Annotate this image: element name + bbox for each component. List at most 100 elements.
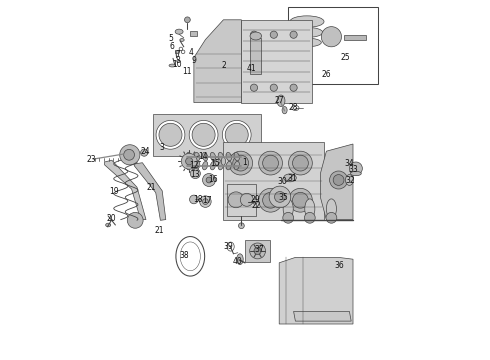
Circle shape	[240, 193, 253, 206]
Bar	[153, 114, 261, 156]
Ellipse shape	[210, 152, 216, 161]
Text: 20: 20	[106, 214, 116, 223]
Text: 30: 30	[277, 177, 287, 186]
Ellipse shape	[283, 199, 293, 219]
Ellipse shape	[293, 38, 321, 47]
Circle shape	[229, 151, 252, 175]
Ellipse shape	[202, 152, 208, 161]
Circle shape	[270, 31, 277, 38]
Circle shape	[206, 177, 212, 183]
Text: 27: 27	[274, 96, 284, 105]
Ellipse shape	[284, 174, 296, 182]
Circle shape	[159, 123, 182, 147]
Circle shape	[263, 155, 278, 171]
Bar	[223, 142, 324, 220]
Circle shape	[250, 84, 258, 91]
Ellipse shape	[277, 95, 285, 107]
Polygon shape	[104, 160, 146, 220]
Circle shape	[250, 243, 266, 259]
Text: 24: 24	[140, 148, 150, 156]
Text: 8: 8	[175, 55, 180, 65]
Circle shape	[190, 168, 200, 179]
Circle shape	[321, 27, 342, 47]
Ellipse shape	[210, 161, 216, 170]
Text: 4: 4	[189, 48, 194, 57]
Bar	[344, 35, 366, 40]
Ellipse shape	[237, 254, 243, 265]
Ellipse shape	[195, 161, 200, 170]
Text: 40: 40	[233, 256, 243, 265]
Text: 41: 41	[246, 64, 256, 73]
Text: 21: 21	[154, 226, 164, 235]
Circle shape	[239, 223, 245, 229]
Text: 23: 23	[86, 154, 96, 163]
Bar	[190, 31, 197, 36]
Circle shape	[349, 162, 363, 175]
Text: 6: 6	[170, 42, 175, 51]
Circle shape	[289, 151, 312, 175]
Circle shape	[289, 188, 312, 212]
Ellipse shape	[345, 175, 353, 185]
Bar	[250, 38, 261, 74]
Circle shape	[199, 196, 211, 207]
Circle shape	[202, 199, 208, 204]
Ellipse shape	[221, 157, 225, 165]
Text: 25: 25	[341, 53, 351, 62]
Ellipse shape	[234, 152, 240, 161]
Ellipse shape	[291, 27, 323, 37]
Ellipse shape	[180, 39, 184, 41]
Text: 11: 11	[183, 68, 192, 77]
Circle shape	[326, 212, 337, 223]
Text: 37: 37	[254, 245, 264, 253]
Ellipse shape	[226, 161, 231, 170]
Circle shape	[202, 174, 216, 186]
Text: 31: 31	[287, 174, 296, 183]
Ellipse shape	[195, 152, 200, 161]
Circle shape	[274, 192, 285, 202]
Text: 22: 22	[251, 201, 261, 210]
Text: 17: 17	[202, 197, 212, 205]
Text: 7: 7	[175, 50, 180, 59]
Ellipse shape	[250, 32, 262, 40]
Bar	[175, 50, 178, 53]
Ellipse shape	[326, 199, 337, 219]
Circle shape	[189, 120, 218, 149]
Text: 1: 1	[243, 158, 247, 167]
Text: 35: 35	[278, 193, 288, 202]
Text: 2: 2	[221, 61, 226, 70]
Circle shape	[290, 31, 297, 38]
Text: 18: 18	[194, 195, 203, 204]
Text: 21: 21	[147, 184, 156, 192]
Text: 9: 9	[192, 56, 196, 65]
Circle shape	[192, 123, 215, 147]
Circle shape	[127, 212, 143, 228]
Text: 15: 15	[211, 159, 220, 168]
Polygon shape	[279, 257, 353, 324]
Text: 39: 39	[223, 242, 233, 251]
Circle shape	[304, 212, 315, 223]
Ellipse shape	[218, 152, 223, 161]
Circle shape	[259, 188, 282, 212]
Text: 26: 26	[321, 70, 331, 79]
Circle shape	[190, 195, 198, 204]
Text: 12: 12	[189, 161, 198, 170]
Circle shape	[269, 186, 291, 208]
Circle shape	[222, 120, 251, 149]
Text: 16: 16	[208, 175, 218, 184]
Text: 38: 38	[180, 251, 189, 260]
Text: 10: 10	[172, 60, 181, 69]
Circle shape	[123, 149, 134, 160]
Circle shape	[228, 192, 244, 208]
Circle shape	[259, 151, 282, 175]
Circle shape	[330, 171, 347, 189]
Circle shape	[233, 192, 248, 208]
Circle shape	[233, 155, 248, 171]
Ellipse shape	[187, 152, 192, 161]
Polygon shape	[320, 144, 353, 220]
Ellipse shape	[350, 171, 361, 176]
Circle shape	[185, 17, 190, 23]
Text: 13: 13	[191, 170, 200, 179]
Text: 33: 33	[348, 165, 358, 174]
Circle shape	[120, 145, 140, 165]
Text: 19: 19	[109, 187, 119, 196]
